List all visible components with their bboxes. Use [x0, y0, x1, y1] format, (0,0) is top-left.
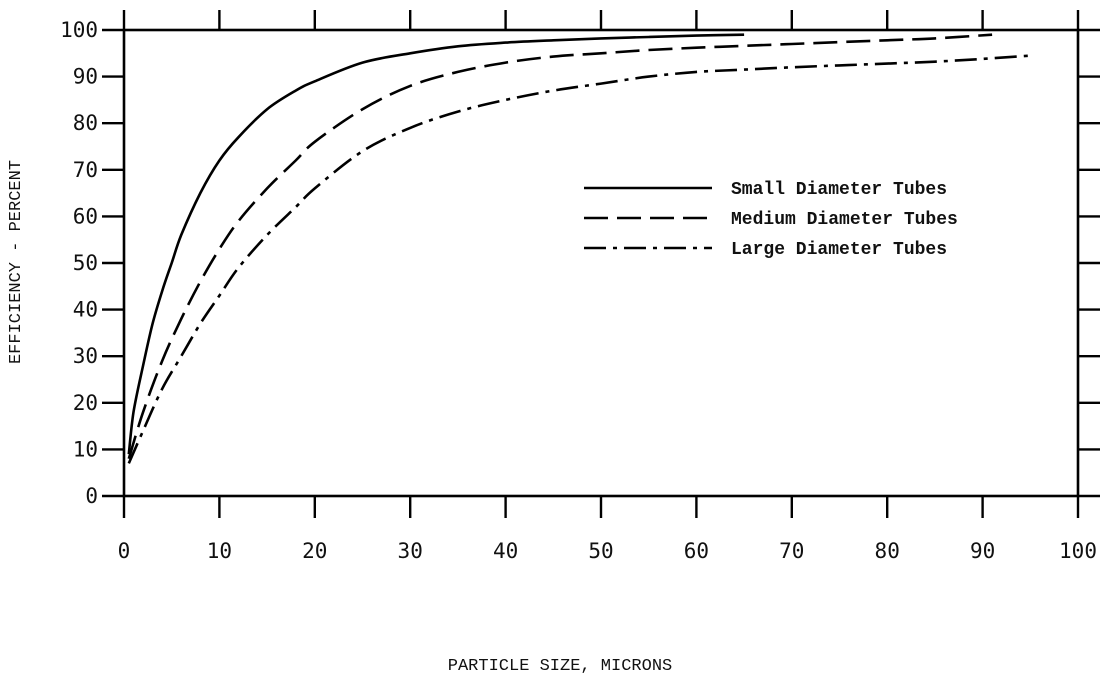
x-axis-label: PARTICLE SIZE, MICRONS	[448, 657, 672, 676]
y-tick-label: 50	[73, 251, 98, 275]
x-tick-label: 20	[302, 539, 327, 563]
y-axis-label: EFFICIENCY - PERCENT	[7, 160, 26, 364]
legend-label-2: Medium Diameter Tubes	[731, 210, 958, 230]
series-line-2	[127, 33, 993, 460]
y-tick-label: 0	[85, 484, 98, 508]
legend-label-1: Small Diameter Tubes	[731, 180, 947, 200]
x-tick-label: 100	[1059, 539, 1097, 563]
x-tick-label: 0	[118, 539, 131, 563]
series-line-3	[127, 54, 1031, 464]
x-tick-label: 60	[684, 539, 709, 563]
y-tick-label: 30	[73, 344, 98, 368]
y-tick-label: 10	[73, 437, 98, 461]
y-tick-label: 80	[73, 111, 98, 135]
x-tick-label: 80	[875, 539, 900, 563]
x-tick-label: 40	[493, 539, 518, 563]
x-tick-label: 10	[207, 539, 232, 563]
x-tick-label: 90	[970, 539, 995, 563]
x-tick-label: 50	[588, 539, 613, 563]
y-tick-label: 20	[73, 391, 98, 415]
y-tick-label: 40	[73, 298, 98, 322]
legend-label-3: Large Diameter Tubes	[731, 240, 947, 260]
x-tick-label: 70	[779, 539, 804, 563]
y-tick-label: 100	[60, 18, 98, 42]
series-line-1	[127, 33, 745, 455]
plot-area: 0 10 20 30 40 50 60 70 80 90 100 0 10 20 30 40 50 60 70 80 9…	[60, 10, 1100, 563]
y-tick-label: 90	[73, 65, 98, 89]
y-tick-label: 70	[73, 158, 98, 182]
y-tick-label: 60	[73, 204, 98, 228]
plot-frame	[122, 28, 1080, 498]
x-tick-label: 30	[398, 539, 423, 563]
